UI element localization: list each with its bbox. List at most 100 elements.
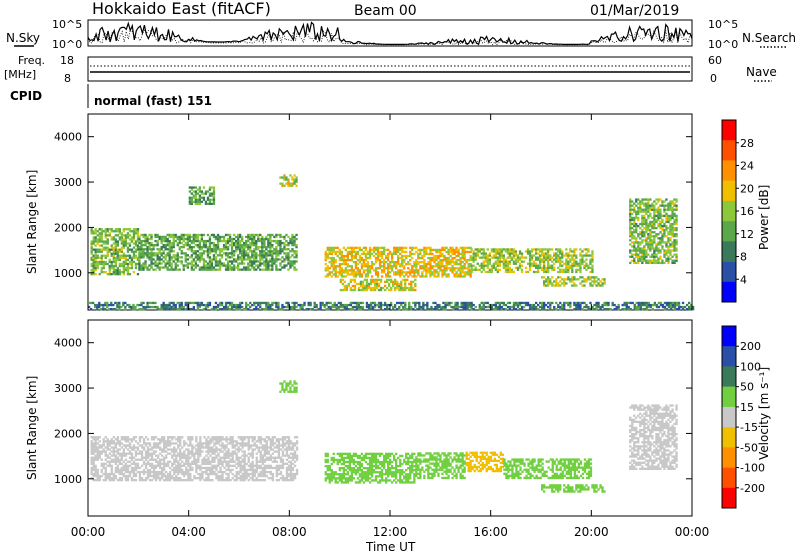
heatmap-cell [478,256,481,259]
heatmap-cell [169,442,172,445]
heatmap-cell [368,265,372,268]
heatmap-cell [289,239,292,243]
heatmap-cell [372,263,376,266]
heatmap-cell [118,468,121,472]
heatmap-cell [197,456,200,459]
heatmap-cell [237,248,240,251]
heatmap-cell [633,220,636,224]
heatmap-cell [124,236,127,239]
heatmap-cell [128,446,132,449]
heatmap-cell [222,308,226,311]
heatmap-cell [291,178,294,181]
heatmap-cell [253,268,256,271]
heatmap-cell [187,470,190,474]
heatmap-cell [90,262,93,266]
heatmap-cell [470,264,473,267]
heatmap-cell [108,273,111,276]
heatmap-cell [647,247,650,250]
heatmap-cell [378,259,382,262]
heatmap-cell [158,252,161,255]
heatmap-cell [162,244,165,247]
heatmap-cell [455,263,458,266]
heatmap-cell [265,262,268,265]
heatmap-cell [502,248,505,251]
heatmap-cell [164,264,167,267]
heatmap-cell [364,275,368,278]
heatmap-cell [675,301,679,305]
heatmap-cell [385,261,388,264]
heatmap-cell [466,305,469,309]
heatmap-cell [356,263,360,266]
heatmap-cell [431,248,434,252]
heatmap-cell [655,198,658,201]
heatmap-cell [165,440,168,443]
heatmap-cell [166,237,169,241]
heatmap-cell [535,270,538,274]
heatmap-cell [440,305,443,309]
heatmap-cell [275,260,278,263]
heatmap-cell [663,231,666,234]
heatmap-cell [539,266,542,269]
heatmap-cell [220,254,224,257]
heatmap-cell [371,308,375,311]
heatmap-cell [92,472,95,476]
heatmap-cell [100,234,103,237]
heatmap-cell [421,248,424,252]
heatmap-cell [336,271,339,274]
heatmap-cell [226,248,230,251]
heatmap-cell [488,260,491,263]
heatmap-cell [90,462,93,465]
heatmap-cell [172,260,175,263]
heatmap-cell [106,246,109,249]
heatmap-cell [657,208,660,211]
heatmap-cell [172,301,175,305]
heatmap-cell [629,206,632,209]
heatmap-cell [94,456,97,459]
heatmap-cell [164,256,167,259]
heatmap-cell [132,271,136,274]
heatmap-cell [140,479,144,482]
heatmap-cell [645,308,648,311]
heatmap-cell [480,308,483,311]
heatmap-cell [102,466,105,470]
heatmap-cell [202,239,206,243]
heatmap-cell [463,275,466,278]
heatmap-cell [182,244,185,247]
heatmap-cell [253,233,256,237]
heatmap-cell [361,282,365,286]
heatmap-cell [486,264,489,267]
heatmap-cell [367,284,371,288]
heatmap-cell [157,444,160,447]
heatmap-cell [368,269,372,272]
heatmap-cell [667,208,670,211]
heatmap-cell [395,252,398,256]
heatmap-cell [406,308,409,311]
heatmap-cell [150,260,153,263]
heatmap-cell [539,258,542,261]
heatmap-cell [207,466,210,470]
heatmap-cell [193,460,196,463]
heatmap-cell [187,458,190,461]
heatmap-cell [120,438,123,441]
heatmap-cell [524,266,528,269]
heatmap-cell [104,262,107,266]
heatmap-cell [651,227,654,230]
heatmap-cell [128,254,132,257]
heatmap-cell [673,259,676,262]
heatmap-cell [228,308,232,311]
heatmap-cell [387,248,390,252]
heatmap-cell [177,446,180,449]
heatmap-cell [641,247,644,250]
heatmap-cell [350,273,353,276]
heatmap-cell [148,244,151,247]
heatmap-cell [90,456,93,459]
heatmap-cell [118,462,121,465]
heatmap-cell [587,254,590,257]
heatmap-cell [148,468,152,472]
heatmap-cell [92,258,95,261]
heatmap-cell [132,230,136,233]
heatmap-cell [136,236,140,239]
heatmap-cell [313,303,316,307]
heatmap-cell [200,301,203,305]
heatmap-cell [90,242,93,245]
